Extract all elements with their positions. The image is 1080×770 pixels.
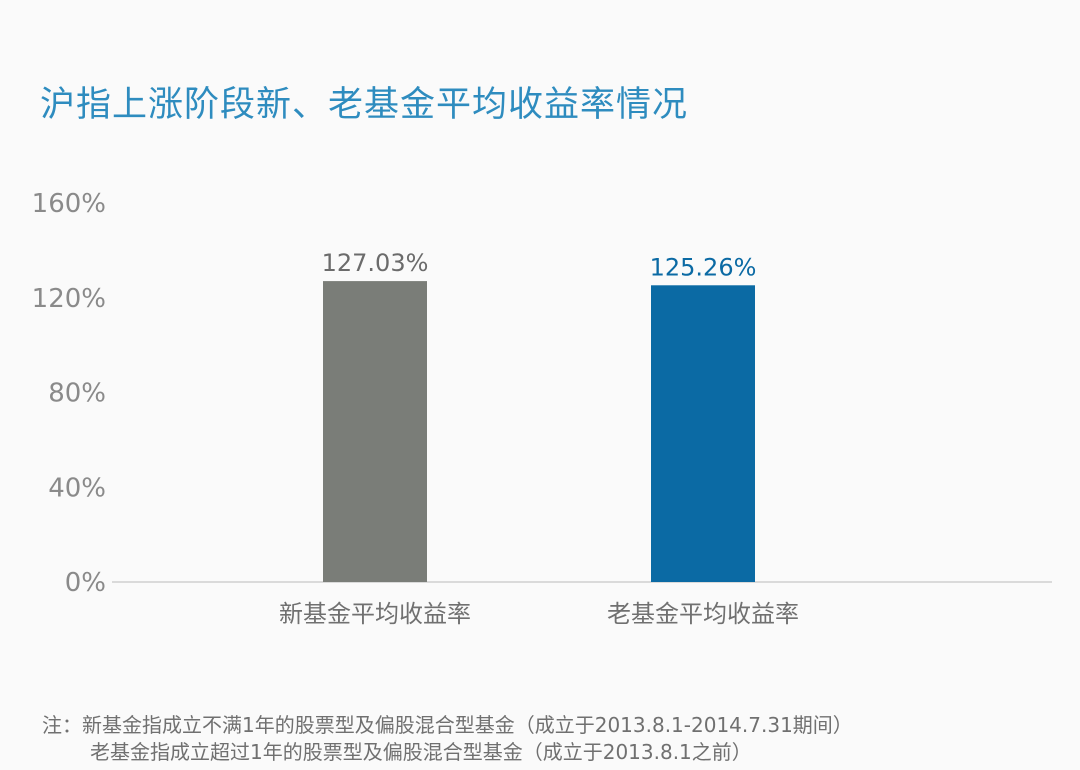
y-tick-label: 160% — [32, 189, 106, 219]
chart-title: 沪指上涨阶段新、老基金平均收益率情况 — [40, 85, 689, 125]
x-category-label: 老基金平均收益率 — [607, 600, 799, 628]
y-tick-label: 80% — [48, 379, 106, 409]
footnote-line-2: 老基金指成立超过1年的股票型及偏股混合型基金（成立于2013.8.1之前） — [90, 740, 752, 764]
bar — [323, 281, 427, 582]
bar-value-label: 127.03% — [322, 249, 429, 277]
x-category-label: 新基金平均收益率 — [279, 600, 471, 628]
footnote: 注：新基金指成立不满1年的股票型及偏股混合型基金（成立于2013.8.1-201… — [42, 712, 853, 766]
footnote-line-1: 注：新基金指成立不满1年的股票型及偏股混合型基金（成立于2013.8.1-201… — [42, 713, 853, 737]
y-tick-label: 120% — [32, 284, 106, 314]
bar — [651, 285, 755, 582]
bar-value-label: 125.26% — [650, 253, 757, 281]
y-tick-label: 0% — [65, 568, 106, 598]
y-tick-label: 40% — [48, 473, 106, 503]
